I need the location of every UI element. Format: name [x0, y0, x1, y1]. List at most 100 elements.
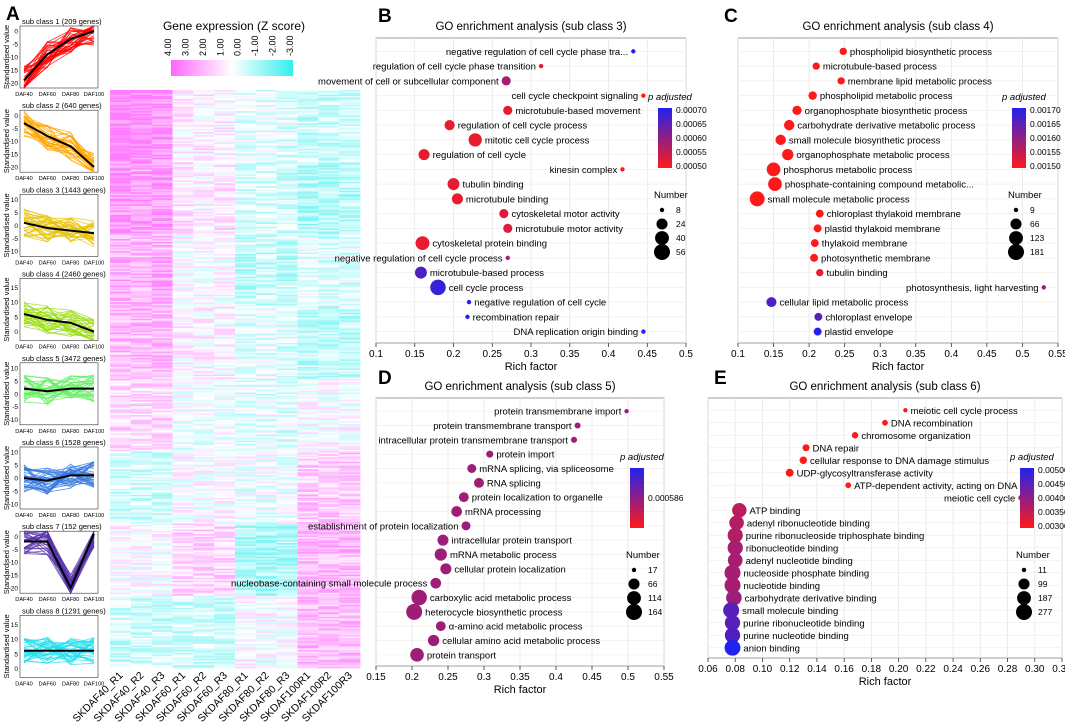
heatmap-cell [130, 652, 153, 655]
heatmap-cell [276, 223, 298, 226]
heatmap-cell [151, 452, 173, 455]
heatmap-cell [276, 648, 298, 651]
heatmap-cell [276, 645, 298, 648]
heatmap-cell [235, 332, 257, 335]
heatmap-cell [130, 637, 153, 640]
heatmap-cell [255, 515, 278, 518]
heatmap-cell [214, 565, 236, 568]
heatmap-cell [235, 234, 257, 237]
heatmap-cell [339, 251, 361, 253]
heatmap-cell [235, 523, 257, 526]
heatmap-cell [297, 454, 319, 457]
heatmap-cell [151, 509, 173, 512]
heatmap-cell [151, 97, 173, 100]
heatmap-cell [110, 287, 132, 290]
heatmap-cell [193, 243, 215, 246]
heatmap-cell [130, 222, 153, 225]
heatmap-cell [297, 201, 319, 204]
heatmap-cell [130, 547, 153, 550]
heatmap-cell [339, 588, 361, 591]
heatmap-cell [235, 290, 257, 293]
heatmap-cell [151, 488, 173, 491]
heatmap-cell [297, 243, 319, 246]
heatmap-cell [172, 609, 194, 612]
heatmap-cell [151, 568, 173, 571]
heatmap-cell [339, 350, 361, 353]
heatmap-cell [339, 266, 361, 269]
heatmap-cell [339, 573, 361, 576]
heatmap-cell [214, 112, 236, 115]
heatmap-cell [276, 579, 298, 582]
heatmap-cell [193, 245, 215, 247]
heatmap-cell [339, 631, 361, 634]
heatmap-cell [214, 392, 236, 395]
heatmap-cell [151, 473, 173, 476]
heatmap-cell [110, 255, 132, 258]
heatmap-cell [214, 529, 236, 532]
heatmap-cell [276, 651, 298, 654]
heatmap-cell [276, 568, 298, 571]
heatmap-cell [276, 240, 298, 243]
heatmap-cell [297, 372, 319, 375]
heatmap-cell [151, 555, 173, 558]
heatmap-cell [130, 354, 153, 357]
heatmap-cell [110, 348, 132, 351]
heatmap-cell [276, 306, 298, 309]
heatmap-cell [151, 184, 173, 187]
heatmap-cell [255, 260, 278, 262]
heatmap-cell [130, 308, 153, 311]
heatmap-cell [110, 335, 132, 338]
heatmap-cell [339, 168, 361, 171]
heatmap-cell [110, 300, 132, 303]
heatmap-cell [255, 657, 278, 660]
heatmap-cell [151, 260, 173, 262]
heatmap-cell [214, 391, 236, 393]
heatmap-cell [110, 446, 132, 449]
heatmap-cell [130, 555, 153, 558]
heatmap-cell [151, 372, 173, 375]
heatmap-cell [235, 139, 257, 142]
heatmap-cell [297, 568, 319, 571]
heatmap-cell [276, 362, 298, 365]
heatmap-cell [255, 395, 278, 398]
heatmap-cell [214, 658, 236, 661]
heatmap-cell [297, 102, 319, 104]
heatmap-cell [214, 655, 236, 658]
heatmap-cell [193, 525, 215, 527]
heatmap-cell [255, 278, 278, 281]
heatmap-cell [318, 576, 340, 579]
heatmap-cell [214, 416, 236, 419]
cluster-ytick: -10 [9, 417, 19, 424]
heatmap-cell [110, 248, 132, 250]
heatmap-cell [214, 490, 236, 493]
heatmap-cell [297, 117, 319, 119]
heatmap-cell [318, 246, 340, 249]
heatmap-cell [110, 365, 132, 368]
heatmap-cell [110, 332, 132, 335]
heatmap-cell [151, 648, 173, 651]
heatmap-cell [172, 505, 194, 508]
heatmap-cell [193, 537, 215, 539]
heatmap-cell [318, 365, 340, 368]
heatmap-cell [151, 368, 173, 371]
heatmap-cell [214, 207, 236, 210]
heatmap-cell [318, 314, 340, 317]
heatmap-cell [130, 436, 153, 439]
heatmap-cell [214, 232, 236, 235]
heatmap-cell [318, 317, 340, 320]
heatmap-cell [110, 521, 132, 524]
heatmap-cell [297, 446, 319, 449]
heatmap-cell [255, 204, 278, 207]
heatmap-cell [214, 585, 236, 588]
heatmap-cell [255, 633, 278, 636]
heatmap-cell [339, 314, 361, 317]
heatmap-cell [235, 121, 257, 124]
heatmap-cell [214, 236, 236, 238]
heatmap-cell [193, 663, 215, 666]
heatmap-cell [214, 357, 236, 360]
heatmap-cell [297, 181, 319, 184]
heatmap-cell [255, 493, 278, 496]
heatmap-cell [172, 421, 194, 424]
heatmap-cell [151, 406, 173, 408]
heatmap-cell [172, 266, 194, 269]
